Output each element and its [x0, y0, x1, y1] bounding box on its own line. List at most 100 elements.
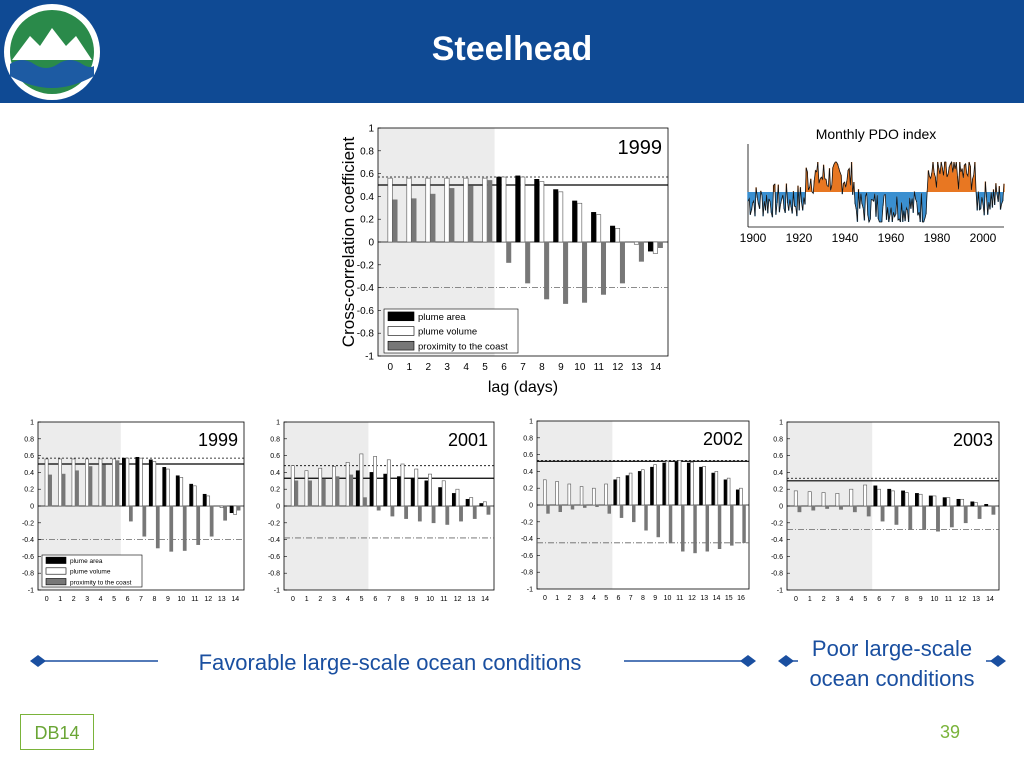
y-tick-label: 0.8 [24, 436, 34, 443]
bar [196, 505, 201, 545]
x-tick-label: 10 [931, 596, 939, 603]
y-tick-label: -1 [28, 587, 34, 594]
bar [387, 177, 393, 243]
y-tick-label: 0.4 [270, 470, 280, 477]
x-tick-label: 6 [126, 596, 130, 603]
bar [192, 485, 197, 507]
x-tick-label: 10 [664, 595, 672, 602]
bar [128, 505, 133, 522]
y-tick-label: 0.2 [773, 487, 783, 494]
bar [449, 188, 455, 243]
y-tick-label: -0.6 [521, 553, 533, 560]
bar [613, 479, 617, 506]
x-tick-label: 6 [373, 596, 377, 603]
bar [335, 476, 340, 507]
bar [386, 459, 391, 507]
x-tick-label: 12 [958, 596, 966, 603]
y-tick-label: 0.6 [773, 453, 783, 460]
bar [189, 483, 194, 507]
bar [946, 497, 951, 507]
x-tick-label: 7 [520, 362, 526, 373]
bar [102, 464, 106, 507]
y-tick-label: -1 [274, 587, 280, 594]
x-tick-label: 14 [650, 362, 662, 373]
bar [115, 460, 120, 507]
bar [219, 505, 224, 508]
y-tick-label: -0.8 [357, 329, 375, 340]
bar [570, 504, 575, 510]
bar [591, 212, 597, 243]
legend-swatch [45, 578, 67, 586]
bar [294, 480, 299, 507]
x-tick-label: 2 [72, 596, 76, 603]
y-tick-label: -0.6 [357, 306, 375, 317]
y-tick-label: 0 [529, 502, 533, 509]
bar [428, 473, 432, 507]
bar [674, 461, 679, 506]
x-tick-label: 2 [318, 596, 322, 603]
x-tick-label: 5 [604, 595, 608, 602]
bar [444, 177, 450, 243]
bar [863, 484, 868, 507]
y-tick-label: -0.4 [22, 537, 34, 544]
x-tick-label: 3 [580, 595, 584, 602]
legend-label: plume area [418, 312, 466, 323]
bar [592, 487, 596, 506]
bar [459, 505, 463, 522]
bar [88, 466, 93, 507]
legend-label: plume area [70, 558, 103, 565]
x-tick-label: 7 [139, 596, 143, 603]
bar [890, 490, 895, 507]
x-tick-label: 7 [629, 595, 633, 602]
main-correlation-chart: 10.80.60.40.20-0.2-0.4-0.6-0.8-10 1 2 3 4 5 6 7… [339, 124, 669, 396]
bar [638, 241, 644, 262]
y-tick-label: -0.6 [268, 554, 280, 561]
bar [321, 478, 326, 507]
bar [970, 501, 975, 507]
bar [699, 466, 703, 506]
y-tick-label: 0.2 [270, 487, 280, 494]
legend-label: proximity to the coast [70, 579, 132, 586]
x-tick-label: 12 [612, 362, 624, 373]
x-tick-label: 6 [617, 595, 621, 602]
bar [469, 497, 474, 507]
bar [960, 498, 965, 507]
bar [730, 504, 734, 546]
bar [652, 241, 658, 254]
bar [400, 463, 405, 507]
y-tick-label: 1 [779, 419, 783, 426]
bar [657, 241, 663, 248]
bar [637, 471, 642, 506]
bar [410, 477, 415, 507]
y-tick-label: 0 [30, 503, 34, 510]
y-tick-label: 0.8 [360, 146, 374, 157]
bar [182, 505, 187, 551]
bar [112, 458, 116, 507]
bar [572, 200, 578, 243]
bar [839, 505, 843, 510]
x-tick-label: 8 [539, 362, 545, 373]
x-tick-label: 4 [592, 595, 596, 602]
y-tick-label: 1 [368, 124, 374, 135]
bar [202, 493, 207, 507]
legend-swatch [387, 311, 415, 322]
y-tick-label: 1 [30, 419, 34, 426]
bar [650, 466, 654, 506]
y-tick-label: 1 [276, 419, 280, 426]
bar [742, 504, 746, 544]
poor-arrow [778, 655, 1006, 667]
bar [665, 461, 670, 506]
bar [558, 191, 564, 243]
bar [414, 468, 419, 507]
year-label: 2001 [448, 430, 488, 450]
bar [48, 474, 52, 507]
bar [949, 505, 954, 528]
legend-swatch [45, 556, 67, 564]
bar [363, 497, 367, 507]
bar [290, 465, 295, 507]
bar [918, 493, 923, 507]
pdo-x-tick-label: 1920 [786, 231, 813, 245]
bar [717, 504, 722, 549]
bar [615, 228, 621, 243]
bar [628, 472, 633, 506]
